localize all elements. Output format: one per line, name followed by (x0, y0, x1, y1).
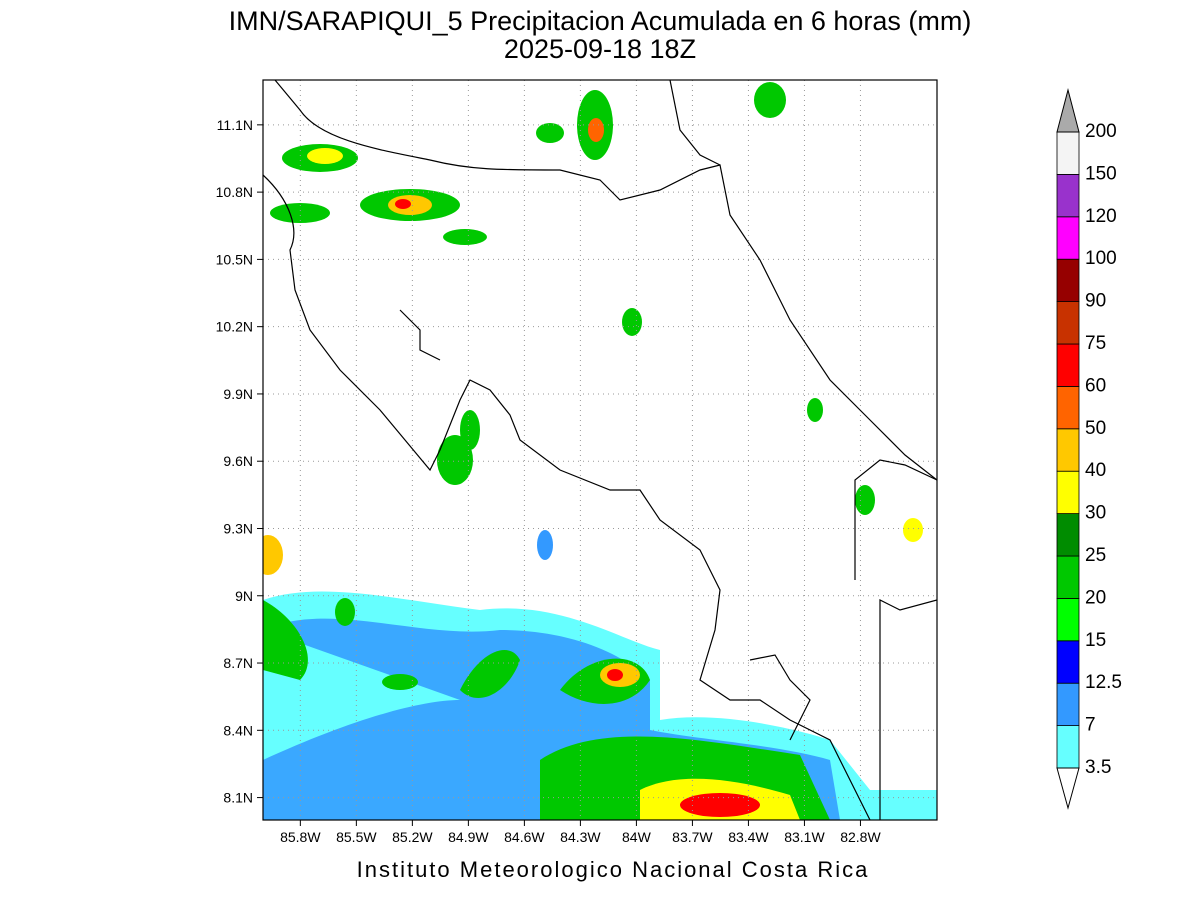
axes: 85.8W 85.5W 85.2W 84.9W 84.6W 84.3W 84W 83.7W 83… (216, 117, 882, 845)
y-tick-label: 9.3N (223, 520, 253, 536)
colorbar: 3.5 7 12.5 15 20 25 30 40 50 60 75 90 100 120 150 200 (1056, 88, 1122, 810)
y-tick-label: 8.4N (223, 722, 253, 738)
colorbar-bin (1056, 428, 1080, 472)
colorbar-bin (1056, 682, 1080, 727)
colorbar-bin (1056, 725, 1080, 769)
colorbar-label: 15 (1085, 630, 1106, 651)
colorbar-bin (1056, 343, 1080, 387)
colorbar-bin (1056, 640, 1080, 684)
x-tick-label: 83.4W (728, 829, 769, 845)
colorbar-bin (1056, 173, 1080, 218)
colorbar-label: 50 (1085, 418, 1106, 439)
colorbar-label: 120 (1085, 206, 1117, 227)
x-tick-label: 84.6W (504, 829, 545, 845)
footer: Instituto Meteorologico Nacional Costa R… (357, 857, 870, 882)
precip-field (263, 82, 937, 820)
x-tick-label: 85.2W (392, 829, 433, 845)
x-tick-label: 83.7W (672, 829, 713, 845)
x-tick-label: 84W (622, 829, 652, 845)
y-tick-label: 9N (235, 588, 253, 604)
colorbar-bin (1056, 216, 1080, 260)
title: IMN/SARAPIQUI_5 Precipitacion Acumulada … (229, 6, 972, 36)
colorbar-label: 3.5 (1085, 757, 1111, 778)
y-tick-label: 10.2N (216, 319, 253, 335)
map-frame (262, 79, 938, 821)
colorbar-label: 40 (1085, 460, 1106, 481)
x-tick-label: 84.3W (560, 829, 601, 845)
colorbar-label: 60 (1085, 375, 1106, 396)
grid (263, 80, 937, 820)
colorbar-bin (1056, 513, 1080, 557)
coastline (263, 80, 937, 820)
subtitle: 2025-09-18 18Z (504, 34, 696, 64)
colorbar-label: 100 (1085, 248, 1117, 269)
y-tick-label: 10.5N (216, 251, 253, 267)
x-tick-label: 83.1W (784, 829, 825, 845)
colorbar-label: 25 (1085, 545, 1106, 566)
colorbar-label: 12.5 (1085, 672, 1122, 693)
colorbar-bin (1056, 555, 1080, 599)
x-tick-label: 85.8W (280, 829, 321, 845)
colorbar-bin (1056, 258, 1080, 303)
colorbar-label: 20 (1085, 587, 1106, 608)
y-tick-label: 9.9N (223, 386, 253, 402)
y-tick-label: 10.8N (216, 184, 253, 200)
colorbar-bin (1056, 385, 1080, 430)
colorbar-below (1056, 767, 1080, 810)
colorbar-above (1056, 88, 1080, 133)
colorbar-bin (1056, 131, 1080, 175)
colorbar-label: 7 (1085, 715, 1096, 736)
y-tick-label: 8.1N (223, 790, 253, 806)
y-tick-label: 11.1N (217, 117, 253, 133)
colorbar-bin (1056, 301, 1080, 345)
colorbar-label: 90 (1085, 291, 1106, 312)
colorbar-label: 200 (1085, 121, 1117, 142)
colorbar-label: 150 (1085, 163, 1117, 184)
x-tick-label: 85.5W (336, 829, 377, 845)
colorbar-bin (1056, 470, 1080, 515)
x-tick-label: 82.8W (840, 829, 881, 845)
colorbar-label: 30 (1085, 503, 1106, 524)
y-tick-label: 8.7N (223, 655, 253, 671)
y-tick-label: 9.6N (223, 453, 253, 469)
colorbar-label: 75 (1085, 333, 1106, 354)
x-tick-label: 84.9W (448, 829, 489, 845)
colorbar-bin (1056, 598, 1080, 642)
